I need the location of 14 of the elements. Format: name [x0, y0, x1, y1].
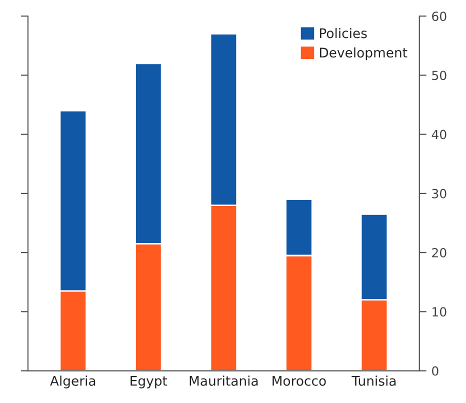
y-tick-label: 40 [432, 130, 446, 140]
x-tick-label: Mauritania [190, 376, 258, 386]
y-tick-label: 20 [432, 248, 446, 258]
x-tick-label: Algeria [50, 376, 96, 388]
x-tick-label: Tunisia [352, 376, 396, 386]
x-tick-label: Morocco [272, 376, 326, 386]
y-tick-label: 10 [432, 307, 446, 317]
y-tick-label: 0 [432, 366, 438, 376]
legend-label: Development [320, 47, 408, 60]
x-tick-label: Egypt [130, 376, 168, 388]
y-tick-label: 60 [432, 12, 446, 22]
y-tick-label: 50 [432, 70, 446, 80]
y-tick-label: 30 [432, 188, 446, 198]
legend-label: Policies [320, 28, 367, 38]
